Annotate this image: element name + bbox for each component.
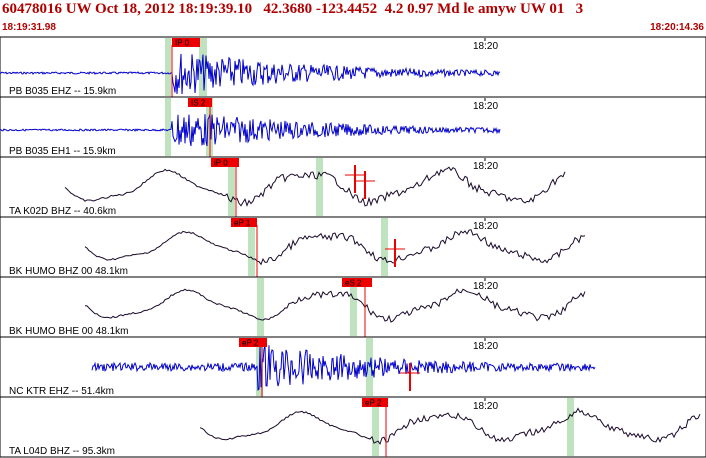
minute-tick-label: 18:20 [473, 401, 498, 412]
channel-label: TA K02D BHZ -- 40.6km [9, 206, 116, 217]
channel-frame [0, 156, 706, 218]
channel-label: PB B035 EHZ -- 15.9km [9, 86, 116, 97]
waveform-trace [84, 288, 586, 323]
pick-window-marker [350, 278, 357, 336]
channel-panel[interactable]: 18:20 eP 1 BK HUMO BHZ 00 48.1km [0, 216, 706, 278]
minute-tick-label: 18:20 [473, 101, 498, 112]
channel-panel[interactable]: 18:20 eP 2 TA L04D BHZ -- 95.3km [0, 396, 706, 458]
pick-flag-label: IP 0 [175, 39, 190, 48]
channel-panel[interactable]: 18:20 iP 0 TA K02D BHZ -- 40.6km [0, 156, 706, 218]
pick-flag[interactable] [211, 158, 239, 167]
event-header-title: 60478016 UW Oct 18, 2012 18:19:39.10 42.… [2, 1, 584, 17]
pick-flag[interactable] [342, 278, 372, 287]
waveform-trace [64, 166, 566, 207]
waveform-trace [91, 345, 596, 391]
pick-flag[interactable] [172, 38, 200, 47]
pick-flag-label: eP 2 [242, 339, 259, 348]
pick-window-marker [567, 398, 574, 456]
minute-tick-label: 18:20 [473, 281, 498, 292]
pick-flag-label: eP 1 [234, 219, 251, 228]
window-end-time: 18:20:14.36 [650, 22, 704, 33]
minute-tick-label: 18:20 [473, 41, 498, 52]
pick-window-marker [372, 398, 379, 456]
channel-frame [0, 36, 706, 98]
waveform-trace [199, 407, 701, 445]
pick-window-marker [248, 218, 255, 276]
channel-frame [0, 216, 706, 278]
channel-panel[interactable]: 18:20 IP 0 PB B035 EHZ -- 15.9km [0, 36, 706, 98]
pick-window-marker [165, 98, 171, 156]
pick-flag[interactable] [188, 98, 212, 107]
pick-window-marker [381, 218, 388, 276]
pick-flag-label: eS 2 [345, 279, 362, 288]
channel-label: NC KTR EHZ -- 51.4km [9, 386, 114, 397]
minute-tick-label: 18:20 [473, 221, 498, 232]
minute-tick-label: 18:20 [473, 161, 498, 172]
pick-window-marker [316, 158, 323, 216]
minute-tick-label: 18:20 [473, 341, 498, 352]
channel-label: TA L04D BHZ -- 95.3km [9, 446, 115, 457]
channel-panel[interactable]: 18:20 eS 2 BK HUMO BHE 00 48.1km [0, 276, 706, 338]
pick-window-marker [165, 38, 171, 96]
channel-label: BK HUMO BHE 00 48.1km [9, 326, 128, 337]
pick-flag[interactable] [239, 338, 267, 347]
channel-frame [0, 96, 706, 158]
channel-frame [0, 396, 706, 458]
pick-window-marker [228, 158, 235, 216]
pick-flag[interactable] [362, 398, 388, 407]
pick-flag-label: IS 2 [191, 99, 206, 108]
channel-panel[interactable]: 18:20 IS 2 PB B035 EH1 -- 15.9km [0, 96, 706, 158]
pick-flag[interactable] [231, 218, 257, 227]
window-start-time: 18:19:31.98 [2, 22, 56, 33]
pick-flag-label: iP 0 [214, 159, 228, 168]
waveform-trace [84, 229, 586, 266]
pick-window-marker [257, 278, 264, 336]
channel-label: BK HUMO BHZ 00 48.1km [9, 266, 128, 277]
pick-flag-label: eP 2 [365, 399, 382, 408]
waveform-trace [0, 53, 501, 95]
waveform-trace [0, 113, 501, 147]
channel-panel[interactable]: 18:20 eP 2 NC KTR EHZ -- 51.4km [0, 336, 706, 398]
channel-label: PB B035 EH1 -- 15.9km [9, 146, 116, 157]
